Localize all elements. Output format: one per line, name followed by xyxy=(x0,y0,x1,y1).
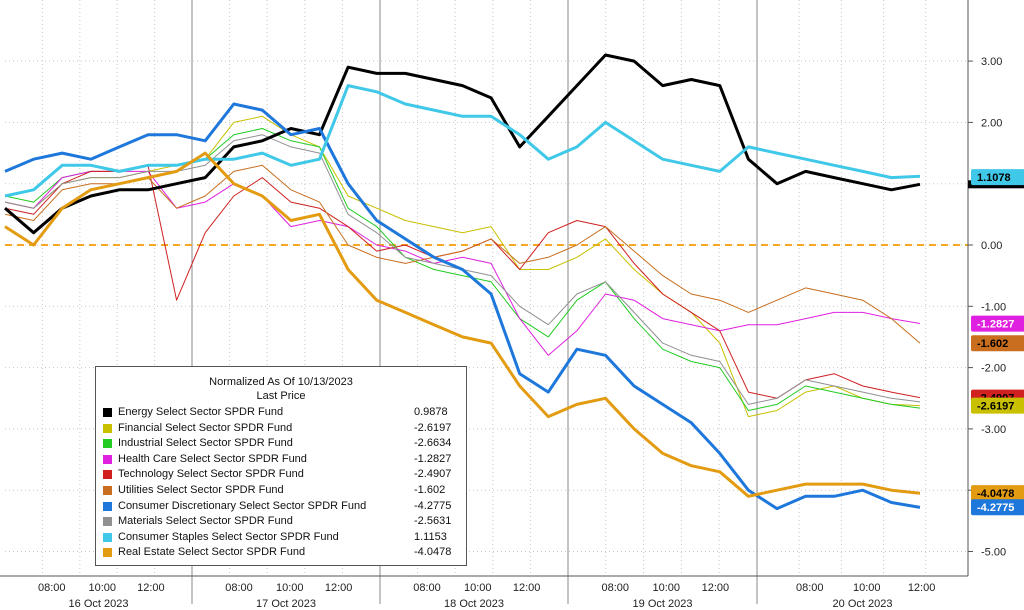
price-badges: 1.1078-1.2827-1.602-2.4907-2.6197-4.0478… xyxy=(968,169,1024,516)
legend-swatch xyxy=(103,408,112,417)
x-time-label: 08:00 xyxy=(38,582,66,594)
series-line-0 xyxy=(4,53,921,235)
x-time-label: 12:00 xyxy=(137,582,165,594)
legend-item: Financial Select Sector SPDR Fund -2.6197 xyxy=(96,421,466,437)
legend-series-name: Industrial Select Sector SPDR Fund xyxy=(118,437,293,450)
legend-series-name: Technology Select Sector SPDR Fund xyxy=(118,468,304,481)
x-time-label: 12:00 xyxy=(908,582,936,594)
x-time-label: 12:00 xyxy=(513,582,541,594)
legend-last-price: -2.4907 xyxy=(414,468,452,481)
legend-last-price: -2.6634 xyxy=(414,437,452,450)
x-time-label: 12:00 xyxy=(325,582,353,594)
legend-series-name: Consumer Discretionary Select Sector SPD… xyxy=(118,499,367,512)
x-time-label: 10:00 xyxy=(464,582,492,594)
legend-last-price: 0.9878 xyxy=(414,406,448,418)
legend-swatch xyxy=(103,532,112,542)
x-time-label: 10:00 xyxy=(88,582,116,594)
legend-swatch xyxy=(103,454,112,464)
series-line-5 xyxy=(4,164,921,344)
badge-5 xyxy=(971,485,1024,502)
legend-series-name: Health Care Select Sector SPDR Fund xyxy=(118,452,307,465)
badge-text-1: -1.2827 xyxy=(977,319,1014,331)
legend-title: Normalized As Of 10/13/2023 xyxy=(209,376,353,388)
legend-series-name: Energy Select Sector SPDR Fund xyxy=(118,406,284,418)
legend-series-name: Financial Select Sector SPDR Fund xyxy=(118,421,293,434)
y-tick-label-4: -1.00 xyxy=(981,301,1006,313)
badge-0 xyxy=(971,169,1024,186)
series-layer xyxy=(4,53,921,511)
legend-item: Utilities Select Sector SPDR Fund -1.602 xyxy=(96,483,466,499)
badge-text-5: -4.0478 xyxy=(977,488,1014,500)
legend-item: Consumer Discretionary Select Sector SPD… xyxy=(96,499,466,515)
legend-item: Real Estate Select Sector SPDR Fund -4.04… xyxy=(96,545,466,561)
legend-last-price: -2.5631 xyxy=(414,515,452,528)
legend-item: Technology Select Sector SPDR Fund -2.490… xyxy=(96,467,466,483)
series-line-6 xyxy=(4,102,921,511)
legend-item: Industrial Select Sector SPDR Fund -2.663… xyxy=(96,436,466,452)
legend-swatch xyxy=(103,501,112,511)
y-tick-label-6: -3.00 xyxy=(981,424,1006,436)
legend-series-name: Real Estate Select Sector SPDR Fund xyxy=(118,546,306,559)
legend-last-price: -4.0478 xyxy=(414,546,452,559)
legend-swatch xyxy=(103,485,112,495)
legend-last-price: -4.2775 xyxy=(414,499,452,512)
legend-rows: Energy Select Sector SPDR Fund 0.9878 Fina… xyxy=(96,405,466,561)
x-time-label: 10:00 xyxy=(653,582,681,594)
badge-1 xyxy=(971,315,1024,332)
legend-item: Materials Select Sector SPDR Fund -2.5631 xyxy=(96,514,466,530)
badge-text-6: -4.2775 xyxy=(977,502,1014,514)
badge-6 xyxy=(971,499,1024,516)
x-time-label: 08:00 xyxy=(796,582,824,594)
series-line-9 xyxy=(4,151,921,498)
y-tick-label-3: 0.00 xyxy=(981,240,1002,252)
legend-item: Energy Select Sector SPDR Fund 0.9878 xyxy=(96,405,466,421)
legend-last-price: 1.1153 xyxy=(414,530,447,543)
x-day-label: 17 Oct 2023 xyxy=(256,598,316,610)
legend-series-name: Consumer Staples Select Sector SPDR Fund xyxy=(118,530,339,543)
x-time-label: 08:00 xyxy=(413,582,441,594)
badge-text-0: 1.1078 xyxy=(977,172,1011,184)
y-tick-label-0: 3.00 xyxy=(981,56,1002,68)
series-line-8 xyxy=(4,84,921,198)
x-time-label: 10:00 xyxy=(853,582,881,594)
y-tick-label-5: -2.00 xyxy=(981,363,1006,375)
legend-swatch xyxy=(103,423,112,433)
x-time-label: 08:00 xyxy=(601,582,629,594)
badge-text-2: -1.602 xyxy=(977,338,1008,350)
legend: Normalized As Of 10/13/2023 Last Price E… xyxy=(95,366,467,566)
legend-swatch xyxy=(103,517,112,527)
x-day-label: 18 Oct 2023 xyxy=(444,598,504,610)
series-line-1 xyxy=(4,115,921,418)
legend-last-price: -2.6197 xyxy=(414,421,452,434)
series-line-3 xyxy=(4,170,921,356)
legend-last-price: -1.602 xyxy=(414,483,446,496)
badge-4 xyxy=(971,397,1024,414)
y-tick-label-1: 2.00 xyxy=(981,117,1002,129)
legend-subtitle: Last Price xyxy=(256,390,306,402)
legend-swatch xyxy=(103,439,112,449)
series-line-4 xyxy=(4,164,921,399)
legend-swatch xyxy=(103,548,112,558)
legend-item: Consumer Staples Select Sector SPDR Fund… xyxy=(96,530,466,546)
legend-swatch xyxy=(103,470,112,480)
x-day-label: 20 Oct 2023 xyxy=(833,598,893,610)
x-day-label: 16 Oct 2023 xyxy=(69,598,129,610)
x-time-label: 10:00 xyxy=(276,582,304,594)
legend-series-name: Utilities Select Sector SPDR Fund xyxy=(118,483,284,496)
legend-item: Health Care Select Sector SPDR Fund -1.28… xyxy=(96,452,466,468)
x-time-label: 08:00 xyxy=(225,582,253,594)
y-tick-label-8: -5.00 xyxy=(981,547,1006,559)
x-day-label: 19 Oct 2023 xyxy=(633,598,693,610)
legend-series-name: Materials Select Sector SPDR Fund xyxy=(118,515,293,528)
x-time-label: 12:00 xyxy=(702,582,730,594)
badge-text-4: -2.6197 xyxy=(977,401,1014,413)
badge-2 xyxy=(971,335,1024,352)
legend-last-price: -1.2827 xyxy=(414,452,452,465)
